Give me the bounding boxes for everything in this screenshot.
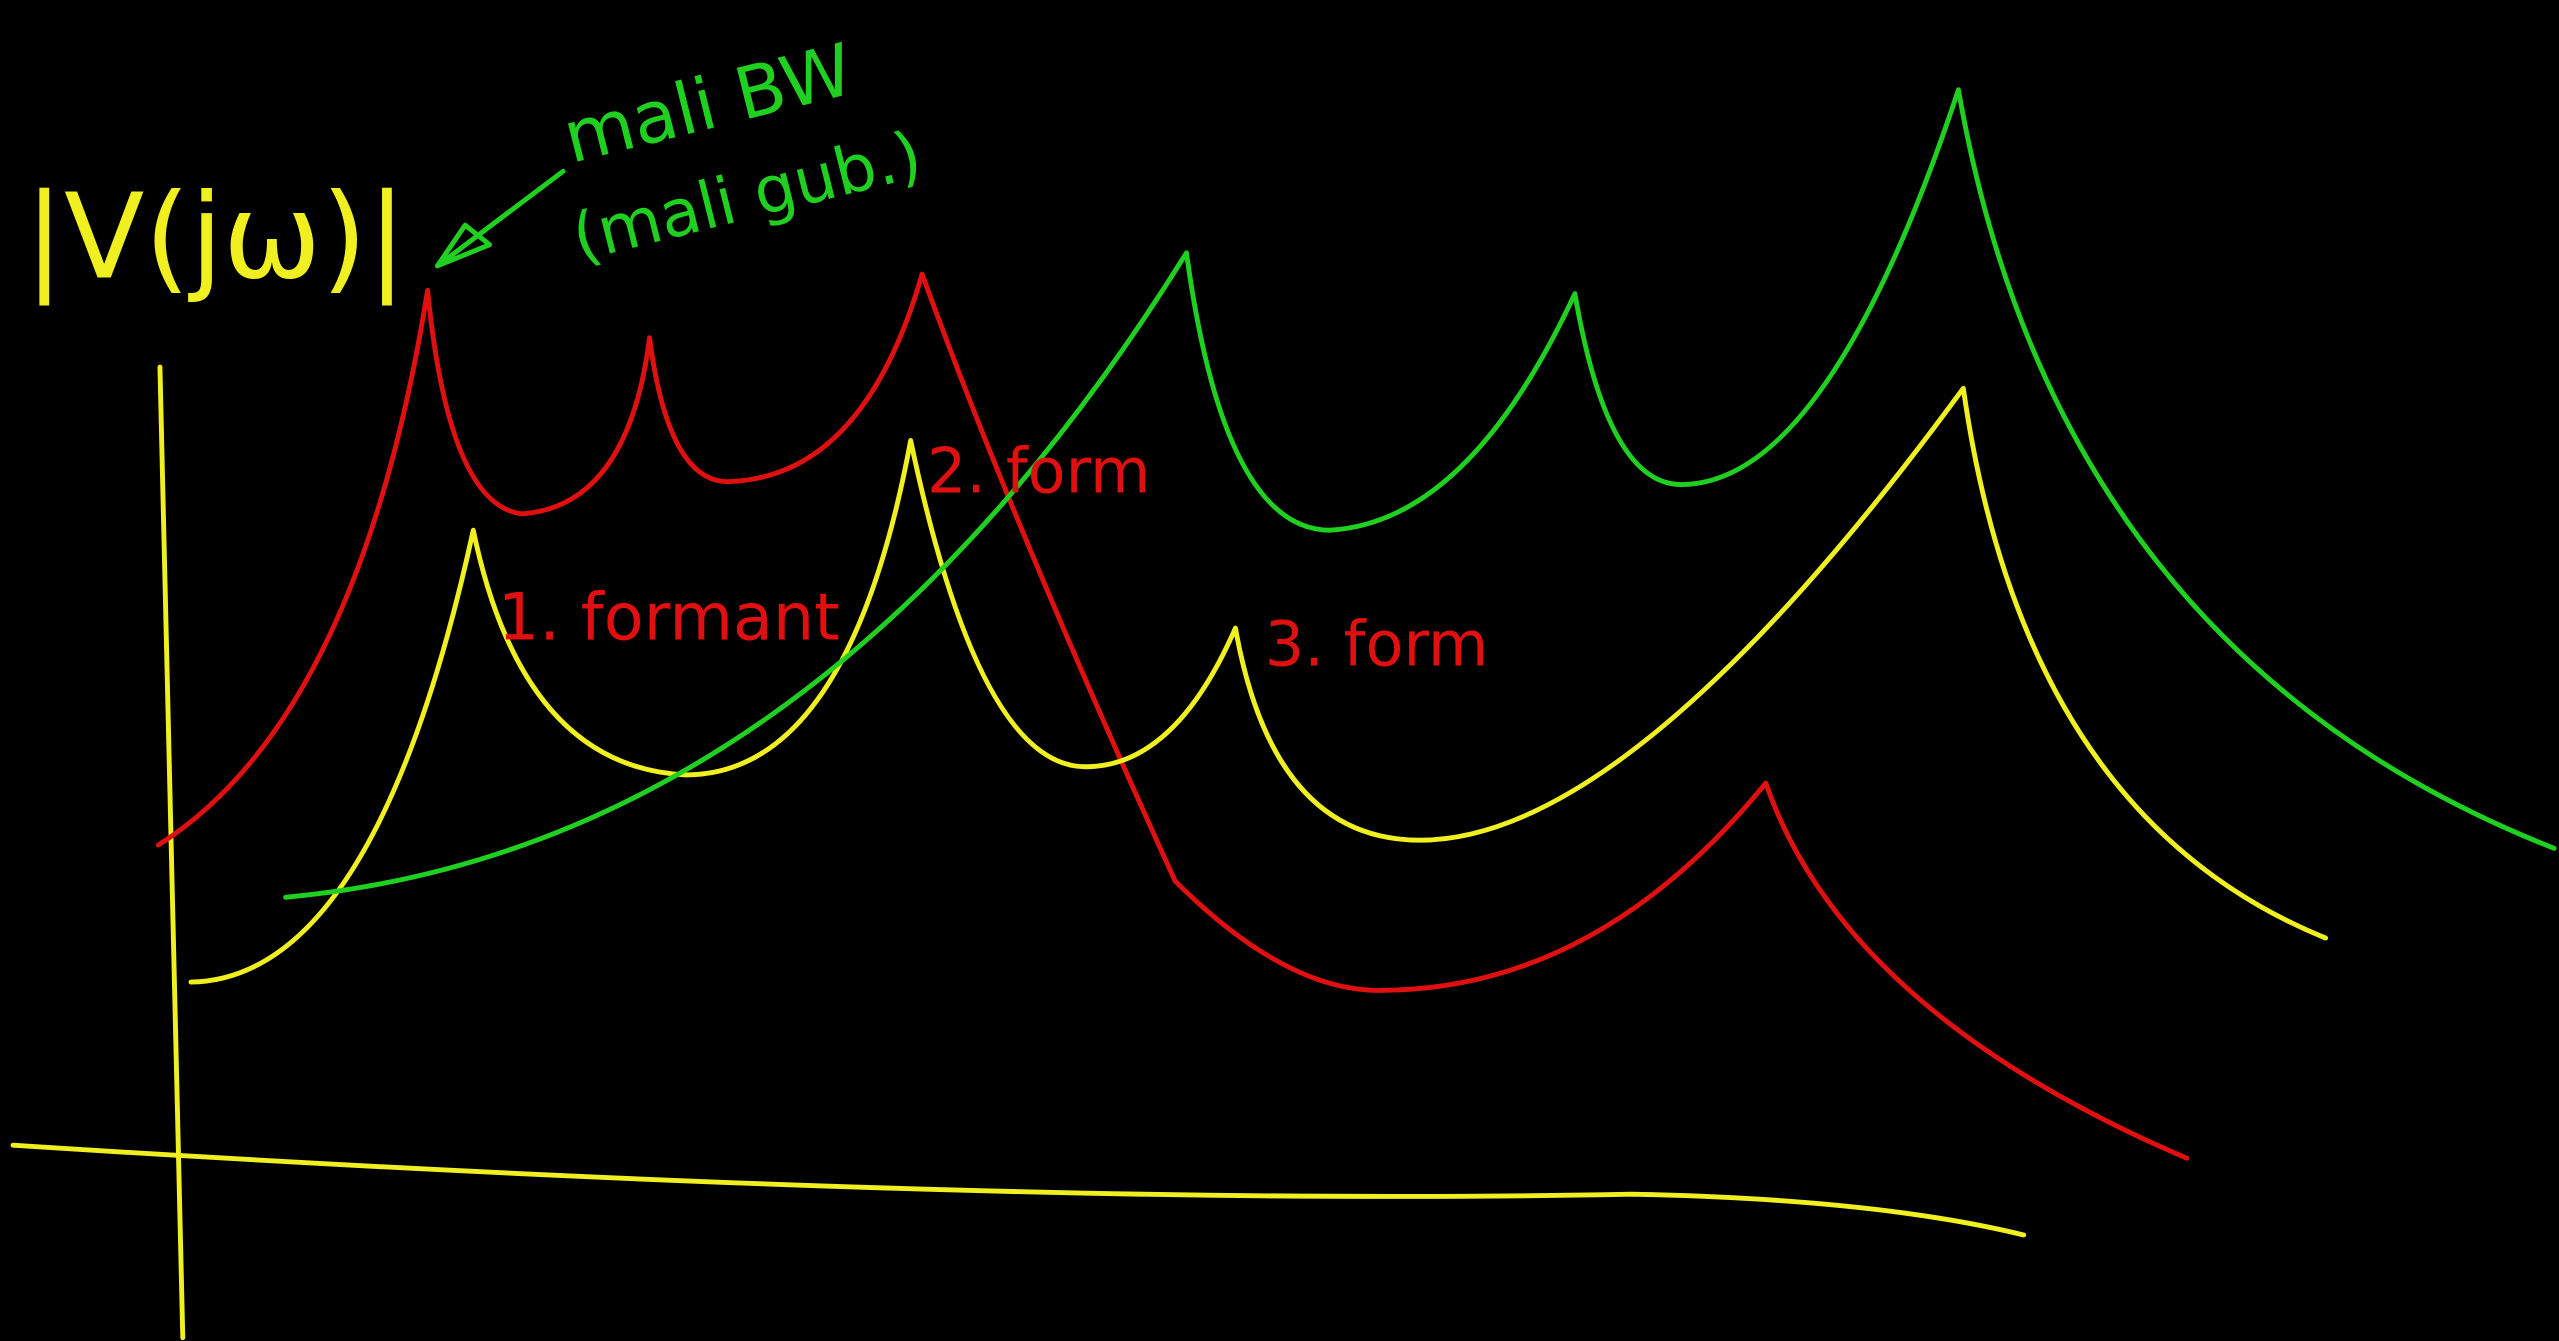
formant-label: 3. form — [1265, 608, 1488, 681]
formant-label: 2. form — [927, 435, 1150, 508]
axis-label: |V(jω)| — [24, 168, 406, 305]
page: {"labels": {"axis": "|V(jω)|", "note_1":… — [0, 0, 2559, 1341]
sketch: |V(jω)| mali BW (mali gub.) 1. formant 2… — [0, 0, 2559, 1341]
formant-label: 1. formant — [498, 580, 840, 656]
